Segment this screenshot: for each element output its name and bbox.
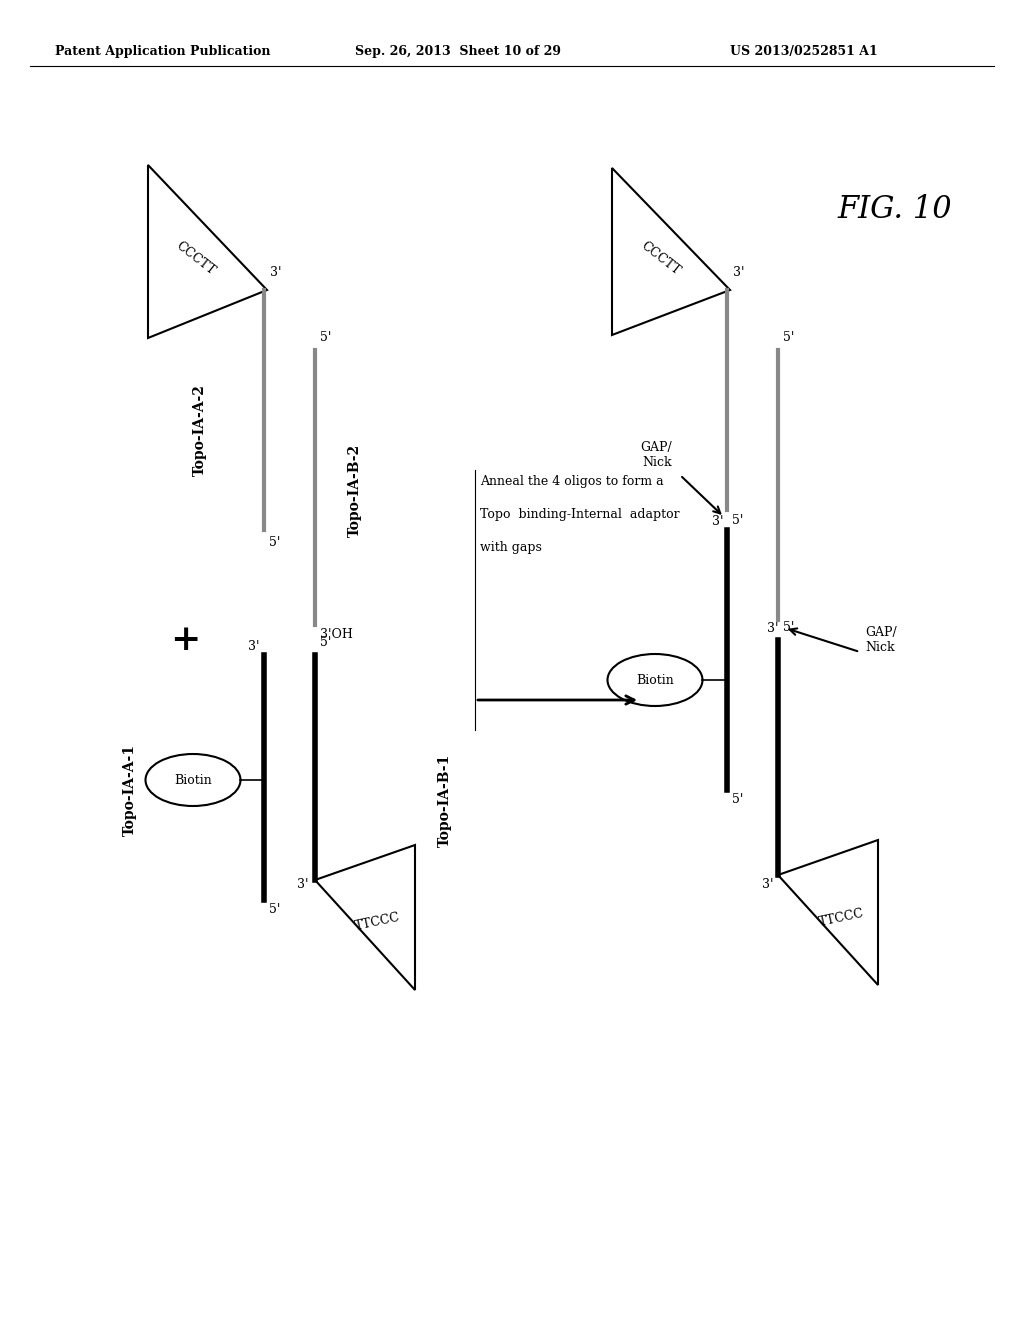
Text: Topo  binding-Internal  adaptor: Topo binding-Internal adaptor: [480, 508, 680, 521]
Text: CCCTT: CCCTT: [638, 239, 682, 277]
Text: Topo-IA-B-1: Topo-IA-B-1: [438, 754, 452, 846]
Text: 5': 5': [319, 331, 332, 345]
Text: TTCCC: TTCCC: [818, 907, 865, 929]
Text: Sep. 26, 2013  Sheet 10 of 29: Sep. 26, 2013 Sheet 10 of 29: [355, 45, 561, 58]
Text: 5': 5': [783, 620, 795, 634]
Text: 3': 3': [248, 640, 259, 653]
Text: +: +: [170, 623, 200, 657]
Text: CCCTT: CCCTT: [173, 239, 217, 277]
Text: 3': 3': [712, 515, 724, 528]
Text: Topo-IA-B-2: Topo-IA-B-2: [348, 444, 362, 536]
Text: Biotin: Biotin: [636, 673, 674, 686]
Text: Topo-IA-A-2: Topo-IA-A-2: [193, 384, 207, 477]
Text: 3'OH: 3'OH: [319, 628, 353, 642]
Text: 5': 5': [269, 903, 281, 916]
Text: GAP/
Nick: GAP/ Nick: [865, 626, 897, 653]
Text: Biotin: Biotin: [174, 774, 212, 787]
Text: 3': 3': [733, 265, 744, 279]
Text: with gaps: with gaps: [480, 541, 542, 554]
Text: 3': 3': [270, 265, 282, 279]
Text: 5': 5': [783, 331, 795, 345]
Text: Anneal the 4 oligos to form a: Anneal the 4 oligos to form a: [480, 475, 664, 488]
Text: Patent Application Publication: Patent Application Publication: [55, 45, 270, 58]
Text: 3': 3': [767, 622, 778, 635]
Text: 5': 5': [269, 536, 281, 549]
Text: TTCCC: TTCCC: [354, 911, 401, 933]
Text: 3': 3': [762, 878, 773, 891]
Text: US 2013/0252851 A1: US 2013/0252851 A1: [730, 45, 878, 58]
Text: 5': 5': [732, 513, 743, 527]
Text: 5': 5': [732, 793, 743, 807]
Text: 5': 5': [319, 636, 332, 649]
Text: GAP/
Nick: GAP/ Nick: [640, 441, 672, 469]
Text: Topo-IA-A-1: Topo-IA-A-1: [123, 744, 137, 836]
Text: 3': 3': [297, 878, 308, 891]
Text: FIG. 10: FIG. 10: [838, 194, 952, 226]
